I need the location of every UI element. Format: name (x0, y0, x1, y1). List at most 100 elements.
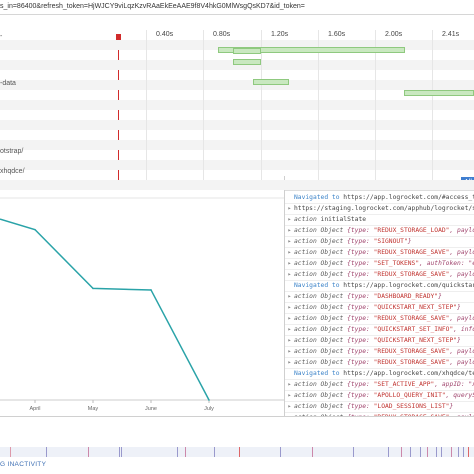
request-bar[interactable] (233, 59, 261, 65)
log-token: {type: (347, 227, 374, 234)
console-log-line[interactable]: ▸action Object {type: "REDUX_STORAGE_SAV… (285, 247, 474, 259)
minimap-event-tick[interactable] (420, 447, 421, 457)
minimap-event-tick[interactable] (463, 447, 464, 457)
minimap-event-tick[interactable] (312, 447, 313, 457)
minimap-event-tick[interactable] (185, 447, 186, 457)
console-log-line[interactable]: ▸action Object {type: "REDUX_STORAGE_SAV… (285, 412, 474, 416)
console-log-line[interactable]: ▸ action initialState (285, 214, 474, 226)
minimap-event-tick[interactable] (177, 447, 178, 457)
expand-arrow-icon[interactable]: ▸ (287, 326, 292, 333)
minimap-event-tick[interactable] (280, 447, 281, 457)
log-token: , info: OE (453, 326, 474, 333)
minimap-event-tick[interactable] (121, 447, 122, 457)
expand-arrow-icon[interactable]: ▸ (287, 260, 292, 267)
console-log-line[interactable]: ▸action Object {type: "REDUX_STORAGE_SAV… (285, 269, 474, 281)
minimap-event-tick[interactable] (119, 447, 120, 457)
request-bar[interactable] (218, 47, 405, 53)
minimap-event-tick[interactable] (458, 447, 459, 457)
timeline-row (0, 80, 474, 90)
x-tick-label: July (204, 406, 214, 412)
request-label[interactable]: -data (0, 80, 16, 87)
minimap-event-tick[interactable] (388, 447, 389, 457)
log-token: {type: (347, 414, 374, 416)
minimap-event-tick[interactable] (46, 447, 47, 457)
console-navigation-line[interactable]: Navigated to https://app.logrocket.com/q… (285, 280, 474, 292)
request-bar[interactable] (404, 90, 474, 96)
minimap-event-tick[interactable] (436, 447, 437, 457)
timeline-row (0, 110, 474, 120)
console-log-line[interactable]: ▸ action Object {type: "SET_TOKENS", auth… (285, 258, 474, 270)
log-token: action (294, 315, 321, 322)
log-token: action (294, 293, 321, 300)
request-label[interactable]: xhqdce/ (0, 168, 25, 175)
log-token: Object (320, 326, 348, 333)
console-log-line[interactable]: ▸ action Object {type: "LOAD_SESSIONS_LIS… (285, 401, 474, 413)
console-log-line[interactable]: ▸ action Object {type: "REDUX_STORAGE_LOA… (285, 225, 474, 237)
playhead-handle[interactable] (116, 34, 121, 41)
request-bar[interactable] (233, 48, 261, 54)
minimap-event-tick[interactable] (353, 447, 354, 457)
expand-arrow-icon[interactable]: ▸ (285, 412, 294, 416)
request-label[interactable]: otstrap/ (0, 148, 24, 155)
expand-arrow-icon[interactable]: ▸ (287, 392, 292, 399)
console-log-line[interactable]: ▸action Object {type: "REDUX_STORAGE_SAV… (285, 346, 474, 358)
minimap-event-tick[interactable] (401, 447, 402, 457)
minimap-event-tick[interactable] (441, 447, 442, 457)
log-token: Object (320, 359, 348, 366)
log-token: , payload: (449, 227, 474, 234)
console-log-line[interactable]: ▸ action Object {type: "QUICKSTART_NEXT_S… (285, 335, 474, 347)
log-token: {type: (347, 249, 374, 256)
console-navigation-line[interactable]: Navigated to https://app.logrocket.com/#… (285, 192, 474, 204)
expand-arrow-icon[interactable]: ▸ (287, 304, 292, 311)
expand-arrow-icon[interactable]: ▸ (287, 227, 292, 234)
request-bar[interactable] (253, 79, 289, 85)
expand-arrow-icon[interactable]: ▸ (287, 348, 292, 355)
console-log-line[interactable]: ▸ action Object {type: "QUICKSTART_NEXT_S… (285, 302, 474, 314)
log-token: action (294, 381, 321, 388)
minimap-event-tick[interactable] (410, 447, 411, 457)
expand-arrow-icon[interactable]: ▸ (287, 249, 292, 256)
log-token: Object (320, 403, 348, 410)
nav-url[interactable]: https://app.logrocket.com/quickstart (343, 282, 474, 289)
console-log-line[interactable]: ▸ action Object {type: "QUICKSTART_SET_IN… (285, 324, 474, 336)
nav-url[interactable]: https://app.logrocket.com/xhqdce/test/ (343, 370, 474, 377)
console-log-line[interactable]: ▸ https://staging.logrocket.com/apphub/lo… (285, 203, 474, 215)
expand-arrow-icon[interactable]: ▸ (287, 359, 292, 366)
session-minimap[interactable] (0, 447, 474, 457)
minimap-event-tick[interactable] (88, 447, 89, 457)
log-token: , payload: (449, 271, 474, 278)
log-token: action (294, 392, 321, 399)
nav-prefix: Navigated to (294, 370, 344, 377)
console-log-line[interactable]: ▸ action Object {type: "SET_ACTIVE_APP", … (285, 379, 474, 391)
minimap-event-tick[interactable] (427, 447, 428, 457)
minimap-event-tick[interactable] (214, 447, 215, 457)
console-log-line[interactable]: ▸action Object {type: "REDUX_STORAGE_SAV… (285, 313, 474, 325)
console-log-line[interactable]: ▸ action Object {type: "SIGNOUT"} (285, 236, 474, 248)
expand-arrow-icon[interactable]: ▸ (287, 381, 292, 388)
expand-arrow-icon[interactable]: ▸ (287, 271, 292, 278)
timeline-gridline (146, 30, 147, 180)
console-navigation-line[interactable]: Navigated to https://app.logrocket.com/x… (285, 368, 474, 380)
console-log-line[interactable]: ▸action Object {type: "REDUX_STORAGE_SAV… (285, 357, 474, 369)
expand-arrow-icon[interactable]: ▸ (287, 315, 292, 322)
x-tick-label: April (29, 406, 40, 412)
timeline-gridline (375, 30, 376, 180)
expand-arrow-icon[interactable]: ▸ (287, 205, 292, 212)
console-log-line[interactable]: ▸ action Object {type: "APOLLO_QUERY_INIT… (285, 390, 474, 402)
minimap-event-tick[interactable] (239, 447, 240, 457)
minimap-event-tick[interactable] (10, 447, 11, 457)
log-token: "QUICKSTART_NEXT_STEP" (373, 337, 458, 344)
console-log-line[interactable]: ▸ action Object {type: "DASHBOARD_READY"} (285, 291, 474, 303)
minimap-event-tick[interactable] (451, 447, 452, 457)
log-token: {type: (347, 260, 374, 267)
log-token: Object (320, 315, 348, 322)
series-line (0, 218, 210, 401)
expand-arrow-icon[interactable]: ▸ (287, 337, 292, 344)
minimap-event-tick[interactable] (468, 447, 469, 457)
expand-arrow-icon[interactable]: ▸ (287, 403, 292, 410)
nav-url[interactable]: https://app.logrocket.com/#access_token (343, 194, 474, 201)
url-bar[interactable]: s_in=86400&refresh_token=HjWJCY9viLqzKzv… (0, 0, 474, 14)
expand-arrow-icon[interactable]: ▸ (287, 293, 292, 300)
expand-arrow-icon[interactable]: ▸ (287, 238, 292, 245)
expand-arrow-icon[interactable]: ▸ (287, 216, 292, 223)
